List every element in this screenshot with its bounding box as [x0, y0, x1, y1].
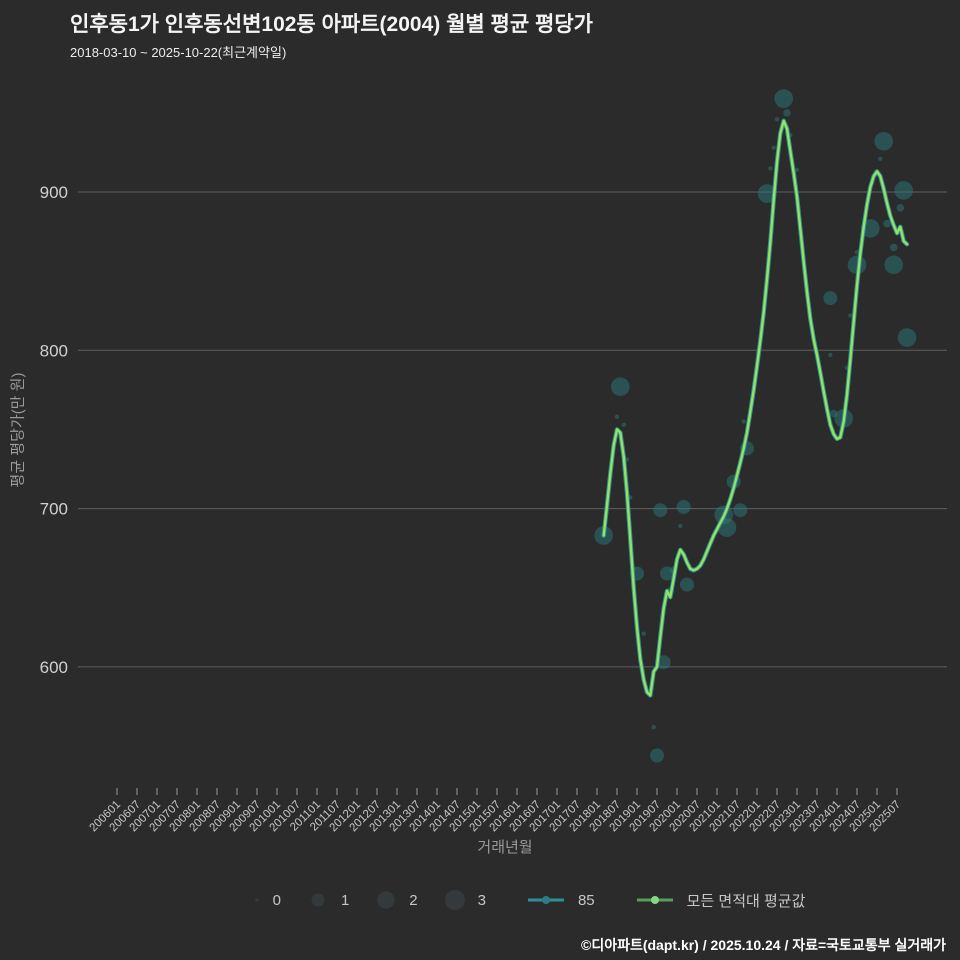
- bubble-202003: [676, 500, 691, 514]
- legend-series-average-label: 모든 면적대 평균값: [686, 892, 806, 910]
- legend-series-85-label: 85: [577, 891, 595, 909]
- bubble-202510: [897, 328, 917, 347]
- legend-size-0: 0: [253, 892, 281, 909]
- legend-size-2-label: 2: [409, 891, 418, 909]
- bubble-202207: [774, 117, 780, 122]
- bubble-202503: [874, 132, 893, 151]
- bubble-202311: [828, 352, 833, 358]
- bubble-202108: [733, 503, 748, 518]
- legend-size-1-label: 1: [340, 891, 350, 909]
- legend: 0 1 2 3 85 모든 면적대 평균값: [0, 889, 960, 911]
- footer-credit: ©디아파트(dapt.kr) / 2025.10.24 / 자료=국토교통부 실…: [581, 937, 946, 953]
- bubble-202506: [889, 243, 898, 252]
- size-2-bubble-icon: [377, 891, 395, 909]
- bubble-202509: [894, 181, 913, 200]
- legend-size-3: 3: [444, 889, 486, 911]
- bubble-202002: [678, 523, 683, 529]
- legend-size-2: 2: [375, 889, 418, 911]
- y-tick-label-600: 600: [40, 658, 68, 677]
- chart-subtitle: 2018-03-10 ~ 2025-10-22(최근계약일): [70, 45, 287, 60]
- bubble-202508: [896, 204, 905, 212]
- line-85: [601, 118, 910, 698]
- bubble-202210: [783, 109, 791, 117]
- bubble-201907: [650, 748, 664, 763]
- bubble-201807: [614, 414, 620, 419]
- x-axis-title: 거래년월: [477, 839, 533, 856]
- bubble-201808: [611, 377, 630, 397]
- bubble-202109: [741, 419, 746, 424]
- bubble-201909: [656, 655, 671, 670]
- size-0-bubble-icon: [254, 898, 259, 902]
- bubble-202004: [680, 577, 694, 592]
- legend-size-0-label: 0: [272, 891, 281, 909]
- bubble-202209: [774, 89, 793, 108]
- bubble-202205: [768, 166, 773, 171]
- bubble-201906: [651, 724, 656, 730]
- y-tick-label-700: 700: [40, 500, 68, 519]
- bubble-202407: [854, 250, 860, 255]
- bubble-201908: [653, 503, 668, 518]
- chart-canvas: 9008007006002006012006072007012007072008…: [40, 89, 947, 834]
- chart-title: 인후동1가 인후동선변102동 아파트(2004) 월별 평균 평당가: [70, 13, 593, 36]
- bubble-202311: [823, 291, 838, 306]
- size-1-bubble-icon: [311, 893, 325, 907]
- legend-size-3-label: 3: [477, 891, 486, 909]
- bubble-202502: [878, 156, 883, 161]
- bubble-201903: [641, 631, 646, 636]
- y-tick-label-800: 800: [40, 341, 68, 360]
- y-tick-label-900: 900: [40, 183, 68, 202]
- legend-series-85: 85: [526, 892, 595, 909]
- bubble-202206: [771, 145, 776, 150]
- bubble-202405: [848, 313, 853, 318]
- legend-size-1: 1: [307, 889, 349, 911]
- y-axis-title: 평균 평당가(만 원): [9, 372, 27, 488]
- average-line: [602, 119, 909, 697]
- series-85-line-icon: [527, 896, 564, 904]
- bubble-201809: [621, 422, 626, 427]
- bubble-202506: [884, 255, 903, 275]
- legend-series-average: 모든 면적대 평균값: [635, 890, 806, 911]
- bubble-202504: [883, 219, 891, 228]
- bubble-202301: [794, 167, 800, 172]
- average-line-icon: [636, 896, 673, 904]
- size-3-bubble-icon: [444, 890, 465, 910]
